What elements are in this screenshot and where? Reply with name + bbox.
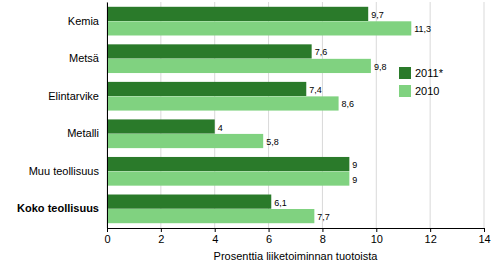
data-label: 9 <box>352 175 357 185</box>
axis-line <box>107 3 108 229</box>
bar <box>107 119 215 133</box>
category-label: Kemia <box>68 15 100 27</box>
tick: Muu teollisuus <box>29 165 100 177</box>
plot: 9,7 7,6 7,4 4 9 6,1 11,3 9,8 8,6 5,8 9 7,7 0 2 4 6 8 10 12… <box>17 2 491 245</box>
tick-mark <box>107 228 108 232</box>
bar <box>107 82 306 96</box>
tick-label: 2 <box>158 233 164 245</box>
tick: 12 <box>425 228 437 245</box>
grid-line <box>214 2 215 228</box>
tick-label: 12 <box>425 233 437 245</box>
tick-mark <box>376 228 377 232</box>
tick-mark <box>430 228 431 232</box>
bar <box>107 59 371 73</box>
data-label: 7,4 <box>309 85 322 95</box>
data-label: 11,3 <box>414 24 431 34</box>
data-label: 9,7 <box>371 10 384 20</box>
bar <box>107 171 349 185</box>
tick: Metsä <box>69 52 100 64</box>
bar <box>107 209 314 223</box>
tick: 8 <box>320 228 326 245</box>
grid-line <box>107 2 108 228</box>
data-label: 9,8 <box>374 62 387 72</box>
tick-mark <box>322 228 323 232</box>
grid-line <box>322 2 323 228</box>
legend-swatch <box>399 85 411 97</box>
grid-line <box>430 2 431 228</box>
axis-line <box>108 229 485 233</box>
tick-label: 6 <box>266 233 272 245</box>
tick-label: 4 <box>212 233 218 245</box>
tick-label: 8 <box>320 233 326 245</box>
tick: Metalli <box>67 127 99 139</box>
legend: 2011* 2010 <box>399 67 444 97</box>
tick: 2 <box>158 228 164 245</box>
tick-label: 10 <box>371 233 383 245</box>
data-label: 8,6 <box>342 99 355 109</box>
data-label: 5,8 <box>266 137 279 147</box>
x-axis-title: Prosenttia liiketoiminnan tuotoista <box>214 250 379 262</box>
bars <box>107 7 411 223</box>
category-label: Muu teollisuus <box>29 165 100 177</box>
tick: 0 <box>104 228 110 245</box>
category-label: Metalli <box>67 127 99 139</box>
tick: 14 <box>478 228 490 245</box>
data-label: 7,7 <box>317 212 330 222</box>
legend-label: 2011* <box>415 67 444 79</box>
data-label: 7,6 <box>315 47 328 57</box>
bar <box>107 195 271 209</box>
grid-line <box>484 2 485 228</box>
tick: 4 <box>212 228 218 245</box>
data-labels: 9,7 7,6 7,4 4 9 6,1 11,3 9,8 8,6 5,8 9 7,7 <box>218 10 431 222</box>
tick-label: 0 <box>104 233 110 245</box>
tick-mark <box>269 228 270 232</box>
tick: 6 <box>266 228 272 245</box>
tick: Kemia <box>68 15 100 27</box>
y-axis: Kemia Metsä Elintarvike Metalli Muu teollisu… <box>17 3 107 229</box>
legend-item: 2010 <box>399 85 439 97</box>
chart: 9,7 7,6 7,4 4 9 6,1 11,3 9,8 8,6 5,8 9 7,7 0 2 4 6 8 10 12… <box>0 0 493 266</box>
grid-line <box>160 2 161 228</box>
x-axis: 0 2 4 6 8 10 12 14 <box>104 228 490 245</box>
tick-mark <box>484 228 485 232</box>
bar <box>107 21 411 35</box>
data-label: 6,1 <box>274 198 287 208</box>
legend-item: 2011* <box>399 67 444 79</box>
tick-mark <box>161 228 162 232</box>
tick: 10 <box>371 228 383 245</box>
data-label: 4 <box>218 123 223 133</box>
bar <box>107 157 349 171</box>
grid-line <box>268 2 269 228</box>
grid-line <box>376 2 377 228</box>
bar <box>107 134 263 148</box>
bar <box>107 44 312 58</box>
legend-label: 2010 <box>415 85 439 97</box>
bar <box>107 96 339 110</box>
tick-mark <box>215 228 216 232</box>
bar <box>107 7 368 21</box>
data-label: 9 <box>352 160 357 170</box>
category-label: Elintarvike <box>48 90 99 102</box>
tick-label: 14 <box>478 233 490 245</box>
tick: Koko teollisuus <box>17 202 99 214</box>
category-label: Metsä <box>69 52 100 64</box>
grid <box>107 2 484 228</box>
legend-swatch <box>399 67 411 79</box>
tick: Elintarvike <box>48 90 99 102</box>
category-label: Koko teollisuus <box>17 202 99 214</box>
